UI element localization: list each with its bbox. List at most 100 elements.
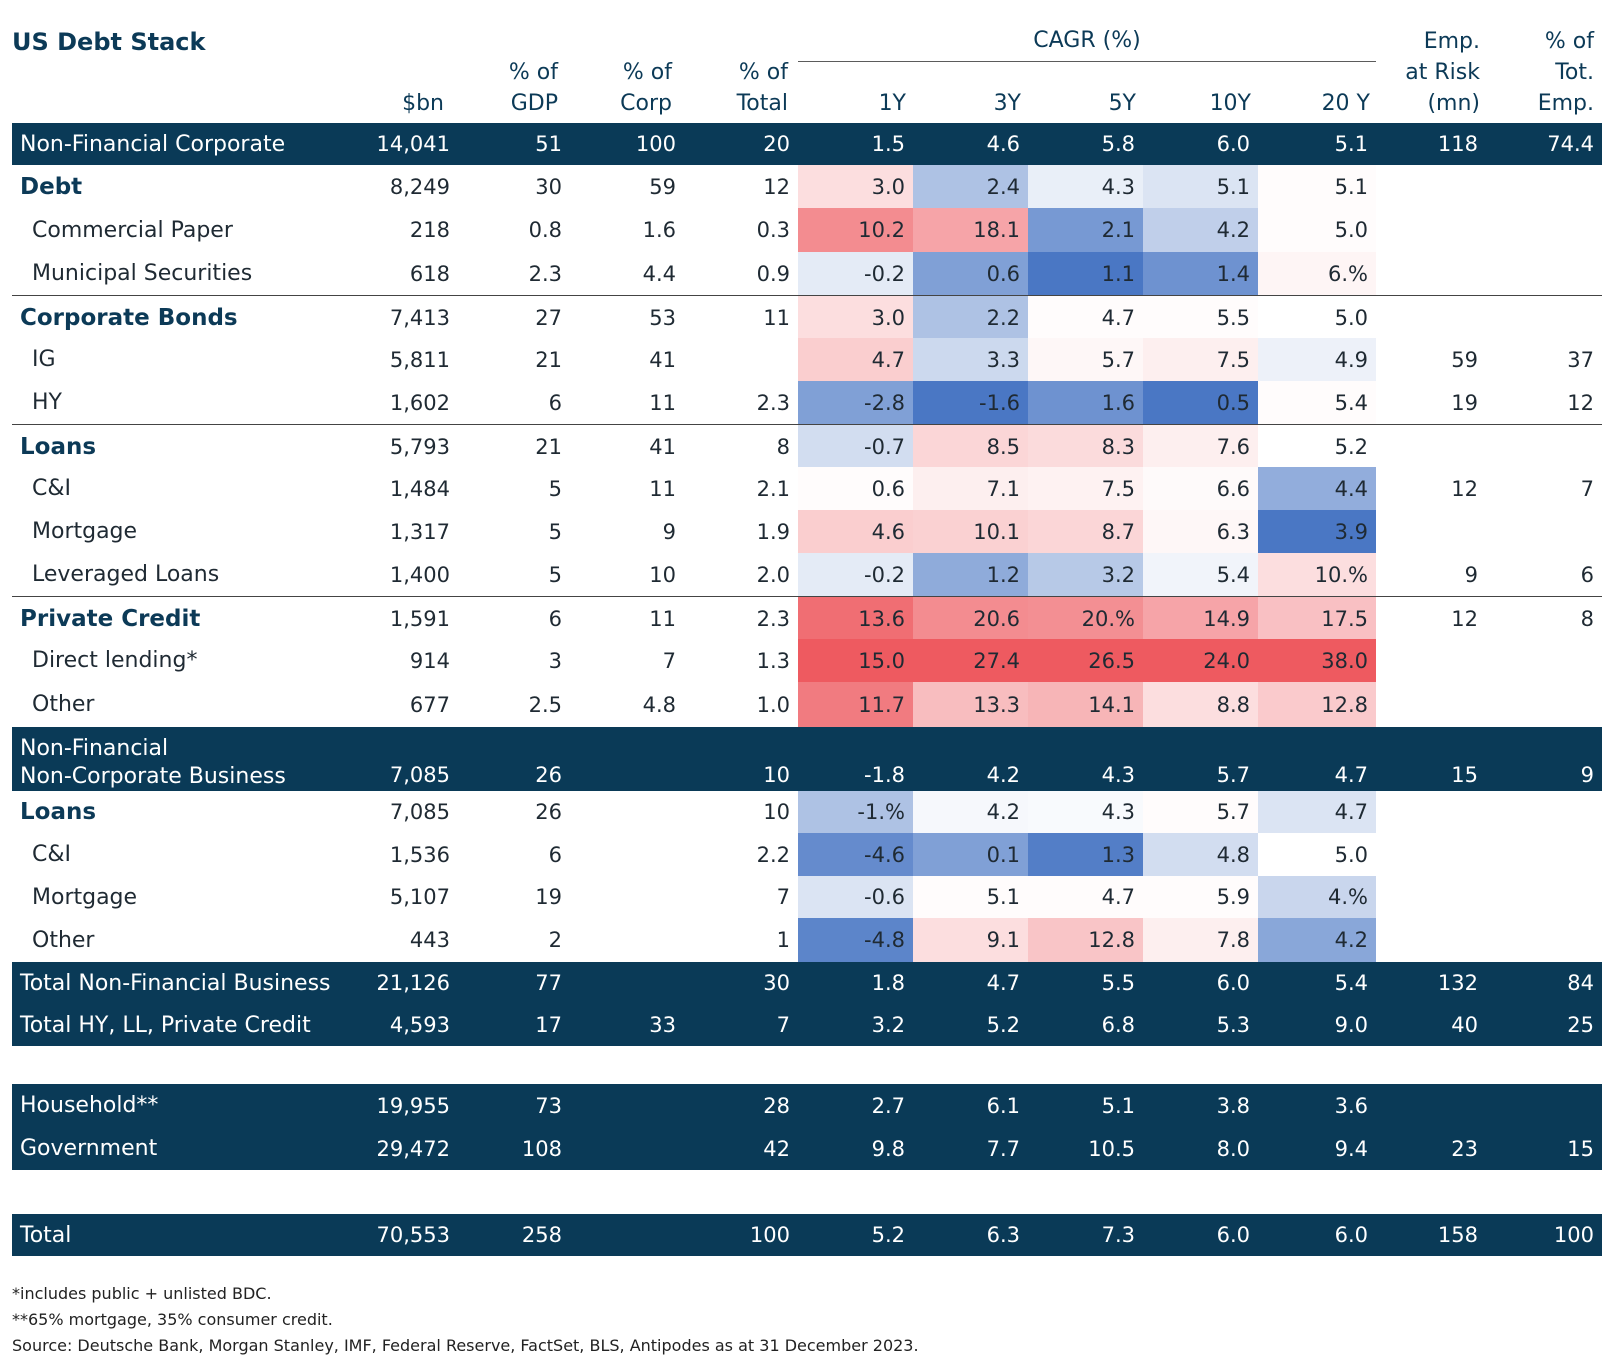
cagr-cell: 13.3 — [913, 682, 1028, 727]
cagr-cell: 4.7 — [1028, 296, 1143, 339]
gdp-cell: 6 — [548, 842, 562, 867]
cagr-cell: 5.1 — [1143, 165, 1258, 208]
corp-cell — [570, 727, 684, 791]
cagr-cell: 15.0 — [798, 639, 913, 682]
bn-cell: 618 — [409, 261, 450, 286]
cagr-cell: 6.0 — [1216, 132, 1250, 156]
total-cell: 1.9 — [756, 519, 790, 544]
total-cell: 7 — [776, 1013, 790, 1037]
emp-cell: 19 — [1451, 390, 1478, 415]
gdp-cell: 73 — [535, 1093, 562, 1118]
table-row: Debt 8,249 30 59 12 3.0 2.4 4.3 5.1 5.1 — [12, 165, 1602, 208]
emp_pct-cell: 15 — [1567, 1136, 1594, 1161]
gdp-cell: 2.5 — [528, 692, 562, 717]
total-cell: 20 — [763, 132, 790, 156]
total-cell: 0.3 — [756, 218, 790, 242]
cagr-cell: -0.7 — [798, 425, 913, 468]
corp-cell: 1.6 — [642, 218, 676, 242]
cagr-cell: 7.5 — [1143, 338, 1258, 381]
emp-cell: 132 — [1437, 971, 1478, 995]
cagr-cell: 3.0 — [798, 165, 913, 208]
emp_pct-cell — [1486, 876, 1602, 918]
header-bn: $bn — [402, 91, 444, 116]
header-emp-at-risk: Emp. at Risk (mn) — [1405, 29, 1480, 116]
gdp-cell: 3 — [548, 648, 562, 673]
cagr-cell: 6.3 — [986, 1223, 1020, 1247]
cagr-cell: 5.7 — [1028, 338, 1143, 381]
cagr-cell: 12.8 — [1028, 918, 1143, 962]
cagr-cell: 3.3 — [913, 338, 1028, 381]
cagr-cell: 6.3 — [1143, 510, 1258, 553]
cagr-cell: 38.0 — [1258, 639, 1376, 682]
cagr-cell: 3.2 — [1028, 553, 1143, 596]
bn-cell: 4,593 — [389, 1013, 450, 1037]
gdp-cell: 17 — [535, 1013, 562, 1037]
cagr-cell: 3.0 — [798, 296, 913, 339]
cagr-cell: 10.% — [1258, 553, 1376, 596]
header-20y: 20 Y — [1321, 91, 1370, 116]
header-total: % of Total — [736, 60, 788, 116]
table-row: Municipal Securities 618 2.3 4.4 0.9 -0.2 0.6 1… — [12, 252, 1602, 295]
bn-cell: 1,317 — [389, 519, 450, 544]
cagr-cell: 11.7 — [798, 682, 913, 727]
emp_pct-cell — [1486, 791, 1602, 833]
emp-cell — [1376, 165, 1486, 208]
bn-cell: 14,041 — [376, 132, 450, 156]
emp_pct-cell: 84 — [1567, 971, 1594, 995]
bn-cell: 443 — [409, 928, 450, 952]
gdp-cell: 258 — [521, 1223, 562, 1247]
cagr-cell: 4.7 — [1258, 791, 1376, 833]
cagr-cell: 3.2 — [871, 1013, 905, 1037]
cagr-cell: 4.8 — [1143, 833, 1258, 876]
emp-cell: 9 — [1464, 562, 1478, 587]
corp-cell: 4.4 — [642, 261, 676, 286]
header-3y: 3Y — [993, 91, 1021, 116]
emp_pct-cell — [1486, 252, 1602, 295]
cagr-cell: 1.5 — [871, 132, 905, 156]
total-cell: 7 — [776, 885, 790, 909]
cagr-cell: 3.8 — [1216, 1093, 1250, 1118]
table-row: Mortgage 1,317 5 9 1.9 4.6 10.1 8.7 6.3 3.9 — [12, 510, 1602, 553]
row-label: Other — [32, 927, 95, 953]
bn-cell: 70,553 — [376, 1223, 450, 1247]
cagr-cell: 7.7 — [986, 1136, 1020, 1161]
emp_pct-cell: 12 — [1567, 390, 1594, 415]
table-row: Total HY, LL, Private Credit 4,593 17 33 7 3.… — [12, 1004, 1602, 1046]
cagr-cell: 4.2 — [913, 791, 1028, 833]
cagr-cell: 1.8 — [871, 971, 905, 995]
cagr-cell: 4.% — [1258, 876, 1376, 918]
emp-cell: 15 — [1451, 763, 1478, 787]
table-row: Non-Financial Non-Corporate Business 7,08… — [12, 727, 1602, 791]
cagr-cell: 3.6 — [1334, 1093, 1368, 1118]
table-row: Direct lending* 914 3 7 1.3 15.0 27.4 26.5 24.0 3… — [12, 639, 1602, 682]
cagr-cell: 5.5 — [1143, 296, 1258, 339]
header-1y: 1Y — [878, 91, 906, 116]
cagr-cell: 0.6 — [798, 467, 913, 510]
emp-cell — [1376, 510, 1486, 553]
cagr-cell: 7.8 — [1143, 918, 1258, 962]
cagr-cell: 12.8 — [1258, 682, 1376, 727]
header-corp: % of Corp — [620, 60, 672, 116]
cagr-cell: 7.1 — [913, 467, 1028, 510]
emp_pct-cell: 8 — [1580, 606, 1594, 631]
corp-cell: 41 — [649, 434, 676, 459]
header-10y: 10Y — [1209, 91, 1251, 116]
bn-cell: 1,591 — [389, 606, 450, 631]
total-cell: 2.0 — [756, 562, 790, 587]
cagr-cell: 4.2 — [1143, 208, 1258, 252]
row-label: Non-Financial Non-Corporate Business — [20, 736, 286, 789]
cagr-cell: 1.2 — [913, 553, 1028, 596]
table-row: Household** 19,955 73 28 2.7 6.1 5.1 3.8 3.6 — [12, 1084, 1602, 1127]
cagr-cell: 8.5 — [913, 425, 1028, 468]
corp-cell: 4.8 — [642, 692, 676, 717]
corp-cell — [570, 962, 684, 1004]
emp_pct-cell: 74.4 — [1547, 132, 1594, 156]
cagr-cell: 1.1 — [1028, 252, 1143, 295]
cagr-cell: 1.6 — [1028, 381, 1143, 424]
cagr-cell: 5.9 — [1143, 876, 1258, 918]
gdp-cell: 0.8 — [528, 218, 562, 242]
emp_pct-cell: 100 — [1553, 1223, 1594, 1247]
cagr-cell: -1.6 — [913, 381, 1028, 424]
bn-cell: 5,793 — [389, 434, 450, 459]
emp-cell: 12 — [1451, 476, 1478, 501]
